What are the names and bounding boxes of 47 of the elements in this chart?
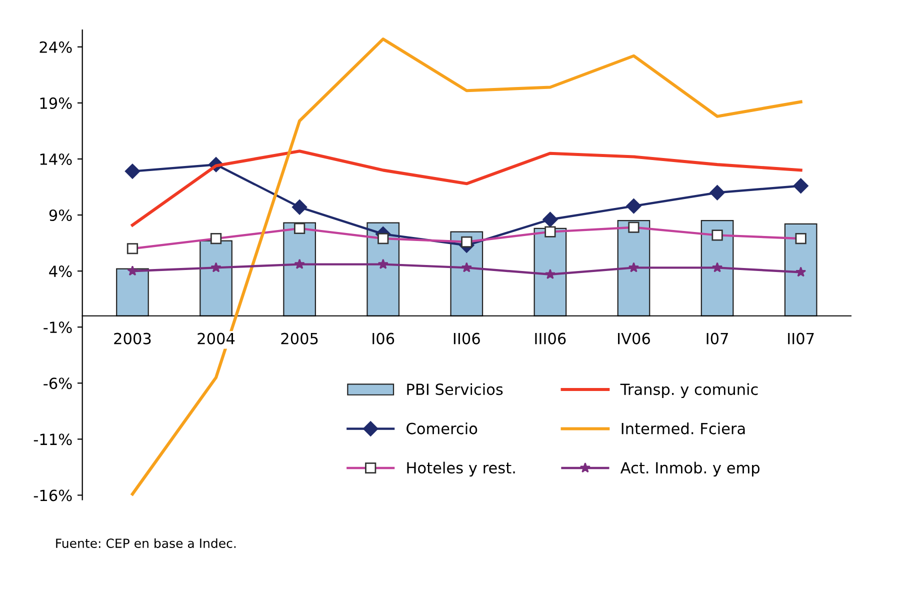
point bbox=[712, 262, 723, 272]
point bbox=[710, 185, 725, 200]
point bbox=[793, 178, 808, 194]
x-tick-label: I07 bbox=[706, 332, 728, 344]
point bbox=[461, 262, 472, 272]
point bbox=[628, 262, 640, 272]
y-tick-label: 24% bbox=[40, 41, 72, 53]
x-tick-label: 2003 bbox=[114, 332, 151, 344]
y-tick-label: 19% bbox=[40, 97, 72, 109]
bar bbox=[200, 240, 232, 316]
x-tick-label: III06 bbox=[535, 332, 566, 344]
bar bbox=[617, 220, 650, 316]
x-tick-label: II06 bbox=[454, 332, 480, 344]
y-tick-label: 4% bbox=[49, 266, 72, 278]
bar bbox=[700, 220, 734, 316]
x-tick-label: II07 bbox=[788, 332, 814, 344]
y-tick-label: -11% bbox=[34, 434, 72, 446]
bar bbox=[116, 268, 149, 316]
point bbox=[542, 212, 558, 228]
source-note: Fuente: CEP en base a Indec. bbox=[56, 538, 236, 548]
x-tick-label: 2004 bbox=[198, 332, 235, 344]
legend-label: Act. Inmob. y emp bbox=[620, 462, 760, 477]
y-tick-label: -1% bbox=[44, 322, 72, 334]
point bbox=[210, 262, 222, 272]
y-tick-label: -6% bbox=[44, 378, 72, 390]
y-tick-label: 9% bbox=[49, 209, 72, 222]
legend-label: Intermed. Fciera bbox=[622, 422, 745, 434]
x-tick-label: IV06 bbox=[618, 332, 650, 344]
point bbox=[124, 164, 140, 179]
legend-label: PBI Servicios bbox=[407, 383, 503, 396]
legend-label: Comercio bbox=[406, 422, 478, 434]
point bbox=[626, 198, 642, 214]
point bbox=[796, 266, 806, 277]
line-series bbox=[130, 150, 802, 227]
x-tick-label: I06 bbox=[372, 332, 394, 344]
legend-label: Hoteles y rest. bbox=[407, 462, 515, 477]
point bbox=[294, 258, 305, 269]
x-tick-label: 2005 bbox=[281, 332, 318, 344]
y-tick-label: -16% bbox=[34, 490, 72, 502]
y-tick-label: 14% bbox=[40, 153, 72, 165]
point bbox=[378, 258, 388, 269]
legend-label: Transp. y comunic bbox=[620, 383, 758, 398]
point bbox=[544, 268, 556, 280]
point bbox=[292, 200, 308, 215]
point bbox=[127, 265, 138, 276]
bar bbox=[534, 228, 567, 316]
bar bbox=[784, 223, 818, 316]
